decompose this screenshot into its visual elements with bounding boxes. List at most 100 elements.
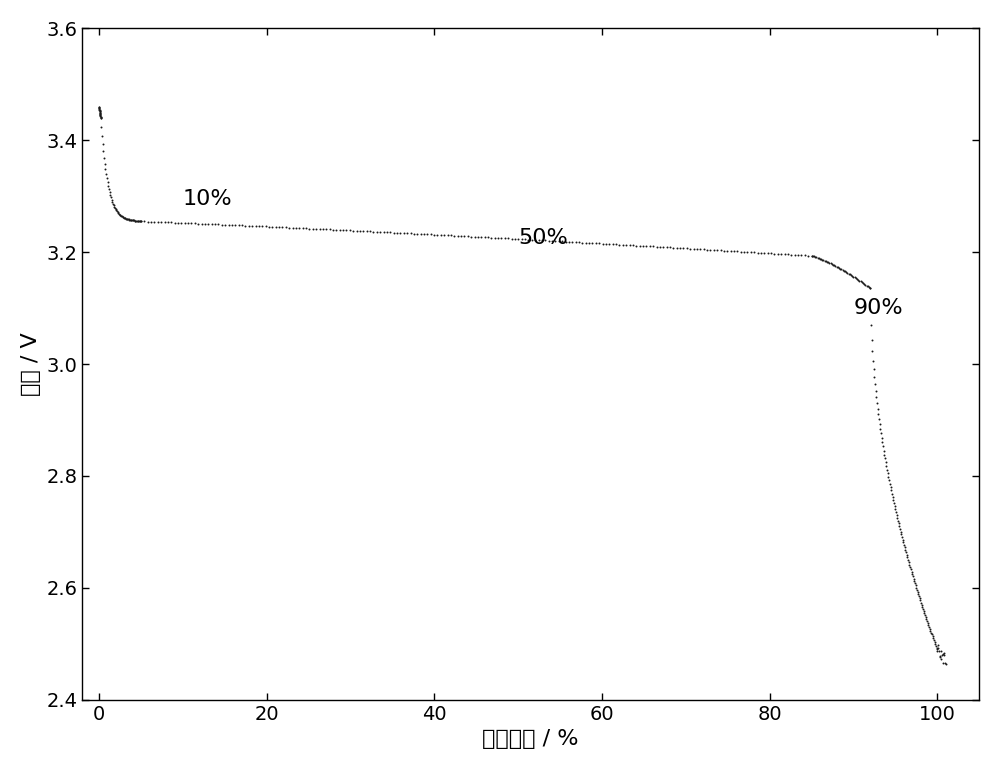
Point: [108, 204, 124, 216]
Point: [119, 213, 135, 226]
Point: [875, 440, 891, 453]
Point: [318, 223, 334, 236]
Point: [804, 249, 820, 262]
Point: [766, 247, 782, 259]
Point: [153, 216, 169, 228]
Point: [936, 647, 952, 659]
Point: [122, 213, 138, 226]
Point: [581, 236, 597, 249]
Point: [635, 239, 651, 252]
Point: [103, 191, 119, 203]
Point: [682, 243, 698, 255]
Point: [843, 269, 859, 281]
Point: [170, 216, 186, 229]
Point: [571, 236, 587, 249]
Point: [91, 103, 107, 116]
Point: [891, 517, 907, 530]
Point: [365, 226, 381, 238]
Point: [278, 221, 294, 233]
Point: [115, 211, 131, 223]
Point: [625, 239, 641, 252]
Point: [829, 260, 845, 273]
Point: [578, 236, 594, 249]
Point: [403, 227, 419, 239]
Point: [113, 209, 129, 222]
Point: [773, 248, 789, 260]
Point: [109, 206, 125, 218]
Point: [507, 233, 523, 245]
Point: [861, 281, 877, 293]
Point: [591, 237, 607, 249]
Point: [926, 634, 942, 646]
Point: [615, 239, 631, 251]
Point: [736, 246, 752, 258]
Point: [224, 219, 240, 231]
Point: [92, 105, 108, 117]
Point: [258, 220, 274, 233]
Point: [777, 248, 793, 260]
Point: [865, 355, 881, 367]
Point: [933, 653, 949, 665]
Point: [878, 460, 894, 472]
Point: [312, 223, 328, 235]
Point: [881, 474, 897, 487]
Point: [868, 391, 884, 403]
Point: [413, 228, 429, 240]
Point: [922, 623, 938, 635]
Point: [763, 247, 779, 259]
Point: [850, 273, 866, 286]
Point: [743, 246, 759, 258]
Point: [322, 223, 338, 236]
Point: [914, 601, 930, 613]
Point: [99, 172, 115, 185]
Point: [729, 245, 745, 257]
Point: [628, 239, 644, 252]
Point: [92, 107, 108, 119]
Point: [91, 101, 107, 113]
Point: [876, 444, 892, 457]
Point: [929, 643, 945, 655]
Point: [285, 222, 301, 234]
Point: [91, 101, 107, 113]
Point: [686, 243, 702, 255]
Point: [847, 271, 863, 283]
Point: [746, 246, 762, 259]
Point: [901, 556, 917, 568]
Point: [733, 246, 749, 258]
Point: [618, 239, 634, 251]
Point: [295, 222, 311, 234]
Point: [908, 579, 924, 591]
Point: [876, 448, 892, 460]
Point: [883, 484, 899, 497]
Point: [355, 225, 371, 237]
Point: [857, 279, 873, 291]
Point: [92, 109, 108, 121]
Point: [800, 249, 816, 262]
Point: [814, 253, 830, 266]
Point: [901, 558, 917, 571]
Point: [699, 243, 715, 256]
Point: [827, 259, 843, 272]
Point: [927, 638, 943, 650]
Point: [132, 215, 148, 227]
Point: [345, 224, 361, 236]
Point: [124, 214, 140, 226]
Point: [342, 224, 358, 236]
Point: [92, 108, 108, 120]
Point: [853, 276, 869, 288]
Point: [884, 487, 900, 500]
Point: [92, 106, 108, 119]
Point: [111, 208, 127, 220]
Point: [820, 256, 836, 269]
Point: [810, 252, 826, 264]
Point: [104, 193, 120, 206]
Point: [918, 613, 934, 625]
Point: [908, 581, 924, 594]
Point: [770, 248, 786, 260]
Point: [890, 514, 906, 527]
Point: [877, 452, 893, 464]
Point: [925, 630, 941, 642]
Point: [117, 212, 133, 224]
Point: [601, 238, 617, 250]
Point: [870, 403, 886, 415]
